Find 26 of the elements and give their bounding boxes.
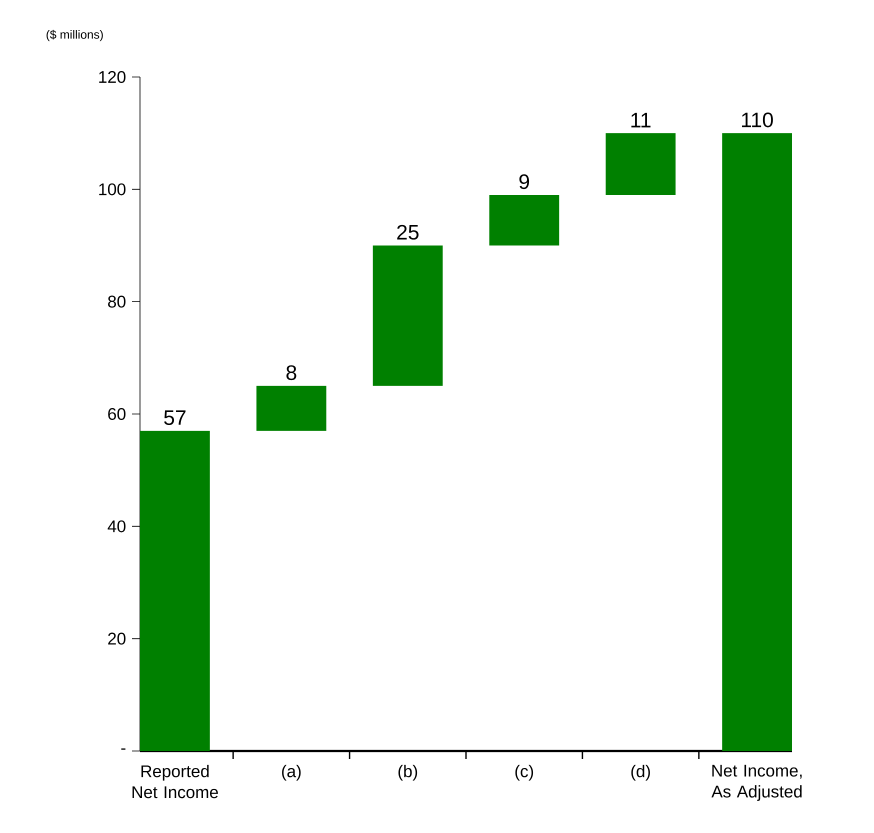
data-label: 25 — [397, 224, 419, 240]
bar — [489, 194, 560, 246]
y-tick-label: 20 — [108, 632, 126, 645]
x-tick-label: (a) — [282, 764, 301, 781]
y-tick-label: 100 — [99, 183, 126, 196]
bar — [606, 133, 676, 195]
y-tick-label: - — [121, 748, 126, 750]
x-tick-label: (d) — [631, 764, 650, 781]
y-tick-label: 40 — [108, 520, 126, 532]
y-tick-label: 60 — [108, 408, 126, 420]
y-axis-title: ($ millions) — [46, 30, 103, 42]
bar — [722, 133, 792, 751]
data-label: 9 — [519, 174, 530, 190]
bar — [256, 386, 326, 431]
data-label: 8 — [286, 365, 296, 380]
data-label: 57 — [164, 410, 186, 425]
data-label: 110 — [742, 112, 773, 128]
y-tick-label: 120 — [99, 70, 126, 83]
bar — [372, 245, 443, 386]
y-tick-label: 80 — [108, 296, 126, 308]
bar — [140, 430, 210, 751]
x-tick-label: (b) — [398, 764, 418, 781]
x-tick-label: Net Income, As Adjusted — [711, 764, 802, 801]
data-label: 11 — [631, 112, 650, 128]
x-tick-label: (c) — [515, 764, 534, 781]
x-tick-label: Reported Net Income — [132, 764, 218, 798]
